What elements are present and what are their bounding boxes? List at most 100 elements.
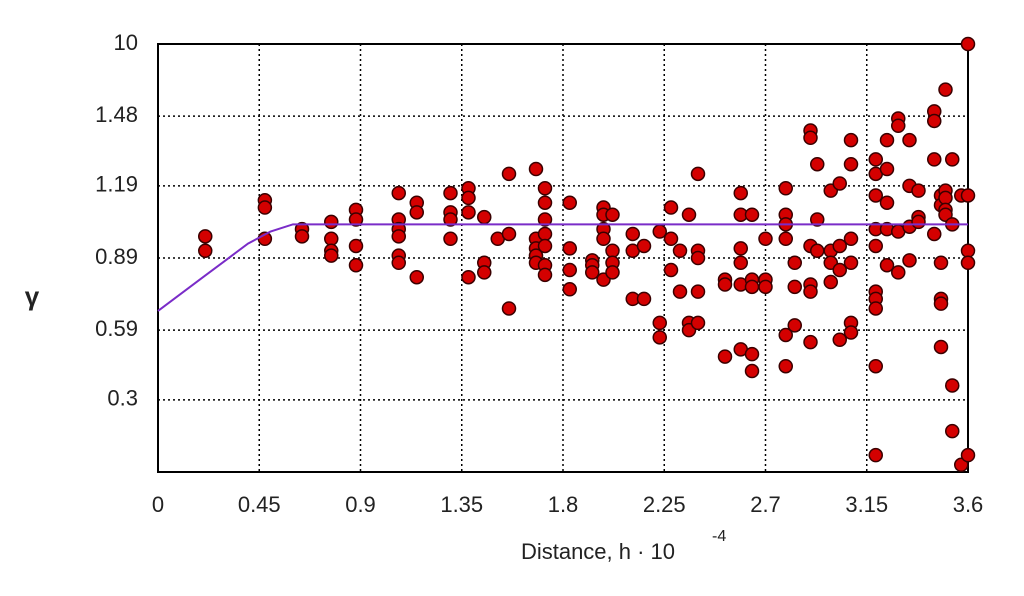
- data-point: [832, 238, 847, 254]
- data-point: [477, 209, 492, 225]
- data-point: [938, 207, 953, 222]
- data-point: [537, 195, 553, 210]
- x-axis-label: Distance, h · 10: [521, 539, 675, 564]
- y-tick-label: 1.48: [95, 102, 138, 127]
- data-point: [803, 130, 818, 146]
- x-tick-label: 0.45: [238, 492, 281, 517]
- data-point: [933, 296, 949, 311]
- data-point: [778, 181, 793, 196]
- data-point: [960, 243, 976, 259]
- data-point: [832, 262, 847, 278]
- data-point: [443, 185, 458, 201]
- data-point: [501, 166, 517, 182]
- y-tick-label: 10: [114, 30, 138, 55]
- data-point: [562, 262, 577, 278]
- data-point: [744, 363, 760, 379]
- data-point: [744, 207, 760, 222]
- data-point: [537, 226, 553, 242]
- data-point: [758, 231, 773, 247]
- data-point: [672, 284, 688, 299]
- data-point: [868, 358, 883, 374]
- data-point: [911, 214, 926, 230]
- data-point: [477, 265, 492, 280]
- data-point: [832, 332, 847, 348]
- data-point: [409, 269, 424, 285]
- data-point: [391, 185, 406, 201]
- data-point: [945, 152, 960, 167]
- data-point: [198, 229, 213, 244]
- data-point: [938, 82, 953, 97]
- data-point: [690, 315, 706, 331]
- data-point: [927, 113, 942, 129]
- data-point: [803, 334, 818, 350]
- data-point: [636, 238, 652, 254]
- data-point: [787, 318, 802, 333]
- data-point: [927, 152, 942, 167]
- data-point: [672, 243, 688, 259]
- data-point: [810, 156, 825, 172]
- data-point: [879, 132, 895, 148]
- data-point: [945, 378, 960, 393]
- data-point: [902, 132, 917, 148]
- x-tick-label: 2.7: [750, 492, 781, 517]
- data-point: [443, 212, 458, 227]
- data-point: [803, 284, 818, 299]
- data-point: [891, 265, 906, 280]
- data-point: [391, 255, 406, 271]
- data-point: [443, 231, 458, 247]
- data-point: [636, 291, 652, 307]
- data-point: [778, 358, 793, 374]
- data-point: [537, 181, 553, 196]
- data-point: [528, 161, 544, 177]
- data-point: [843, 325, 859, 340]
- data-point: [562, 195, 577, 210]
- data-point: [733, 241, 748, 256]
- x-tick-label: 3.6: [953, 492, 984, 517]
- data-point: [652, 315, 667, 331]
- data-point: [879, 161, 895, 177]
- data-point: [744, 279, 760, 295]
- data-point: [933, 255, 949, 271]
- data-point: [843, 156, 859, 172]
- data-point: [562, 241, 577, 256]
- data-point: [562, 282, 577, 297]
- data-point: [690, 284, 706, 299]
- data-point: [843, 132, 859, 148]
- data-point: [198, 243, 213, 259]
- x-tick-label: 1.35: [440, 492, 483, 517]
- data-point: [605, 265, 620, 280]
- x-tick-label: 3.15: [845, 492, 888, 517]
- data-point: [868, 301, 883, 316]
- data-point: [663, 262, 679, 278]
- data-point: [652, 330, 667, 345]
- y-axis-label: γ: [25, 281, 40, 311]
- data-point: [843, 255, 859, 271]
- data-point: [501, 301, 517, 316]
- data-point: [879, 257, 895, 273]
- data-point: [537, 267, 553, 283]
- data-point: [868, 152, 883, 167]
- data-point: [690, 166, 706, 182]
- data-point: [778, 231, 793, 247]
- data-point: [902, 253, 917, 268]
- fit-line: [157, 223, 968, 312]
- data-point: [879, 195, 895, 210]
- data-point: [625, 226, 640, 242]
- data-point: [843, 231, 859, 247]
- data-point: [778, 327, 793, 343]
- data-point: [954, 457, 969, 473]
- y-tick-label: 0.3: [107, 386, 138, 411]
- y-tick-label: 0.89: [95, 244, 138, 269]
- data-point: [461, 269, 476, 285]
- data-point: [733, 185, 748, 201]
- data-point: [605, 207, 620, 222]
- data-point: [348, 212, 364, 227]
- data-point: [324, 248, 339, 263]
- data-point: [717, 277, 733, 292]
- data-point: [409, 205, 424, 220]
- data-point: [945, 423, 960, 439]
- y-tick-label: 0.59: [95, 316, 138, 341]
- data-point: [717, 349, 733, 364]
